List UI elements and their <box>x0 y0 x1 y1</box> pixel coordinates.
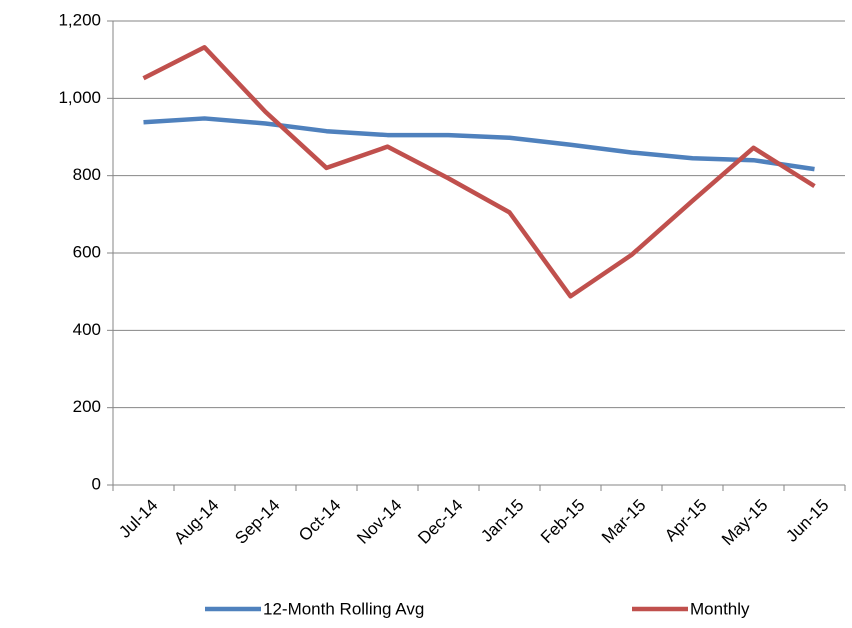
y-tick-label: 200 <box>73 397 101 416</box>
x-tick-label: Jul-14 <box>115 496 161 542</box>
x-tick-label: Jan-15 <box>477 496 527 546</box>
x-tick-label: May-15 <box>718 496 772 550</box>
x-tick-label: Sep-14 <box>231 496 283 548</box>
x-tick-label: Jun-15 <box>782 496 832 546</box>
y-tick-label: 1,200 <box>58 10 101 29</box>
y-tick-label: 400 <box>73 320 101 339</box>
x-tick-label: Mar-15 <box>598 496 650 548</box>
x-tick-label: Dec-14 <box>414 496 466 548</box>
legend-label: Monthly <box>690 599 750 618</box>
series-line <box>142 45 816 299</box>
legend-label: 12-Month Rolling Avg <box>263 599 424 618</box>
series-line <box>143 116 815 172</box>
x-tick-label: Aug-14 <box>170 496 222 548</box>
y-tick-label: 600 <box>73 242 101 261</box>
y-tick-label: 1,000 <box>58 88 101 107</box>
x-tick-label: Feb-15 <box>537 496 589 548</box>
y-tick-label: 0 <box>92 474 101 493</box>
x-tick-label: Apr-15 <box>661 496 711 546</box>
x-tick-label: Oct-14 <box>295 496 345 546</box>
y-tick-label: 800 <box>73 165 101 184</box>
x-tick-label: Nov-14 <box>353 496 405 548</box>
